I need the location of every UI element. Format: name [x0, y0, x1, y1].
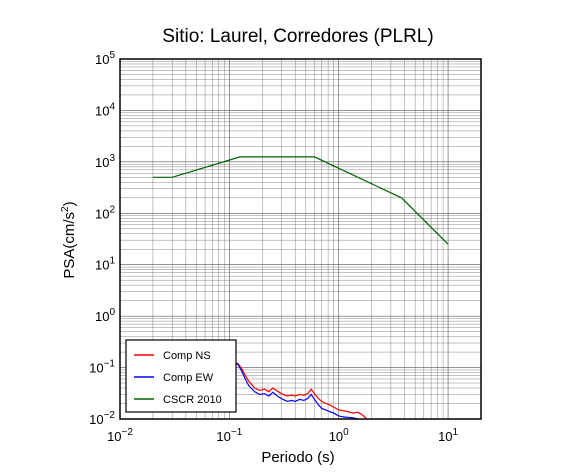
y-tick-label: 104 — [95, 101, 115, 118]
x-tick-label: 100 — [329, 427, 349, 444]
legend: Comp NS Comp EW CSCR 2010 — [125, 339, 237, 413]
legend-box — [125, 339, 237, 413]
series-line-2 — [152, 156, 449, 245]
y-tick-label: 100 — [95, 307, 115, 324]
y-tick-label: 10−2 — [89, 410, 115, 427]
x-tick-labels: 10−2 10−1 100 101 — [107, 427, 458, 444]
series-line-1 — [224, 361, 359, 420]
plot-frame — [119, 58, 482, 420]
legend-label: Comp NS — [163, 350, 211, 362]
legend-label: Comp EW — [163, 372, 214, 384]
y-tick-label: 101 — [95, 256, 115, 273]
x-axis-label: Periodo (s) — [261, 449, 334, 466]
series-group — [152, 156, 449, 420]
legend-label: CSCR 2010 — [163, 394, 222, 406]
series-line-0 — [224, 361, 368, 420]
y-tick-label: 105 — [95, 50, 115, 67]
grid — [119, 58, 482, 420]
x-tick-label: 10−2 — [107, 427, 133, 444]
y-axis-label: PSA(cm/s2) — [60, 201, 78, 278]
y-tick-label: 102 — [95, 204, 115, 221]
x-tick-label: 101 — [438, 427, 458, 444]
chart-title: Sitio: Laurel, Corredores (PLRL) — [162, 26, 433, 47]
y-tick-label: 10−1 — [89, 359, 115, 376]
y-tick-label: 103 — [95, 153, 115, 170]
x-tick-label: 10−1 — [216, 427, 242, 444]
y-tick-labels: 10−2 10−1 100 101 102 103 104 105 — [89, 50, 115, 427]
